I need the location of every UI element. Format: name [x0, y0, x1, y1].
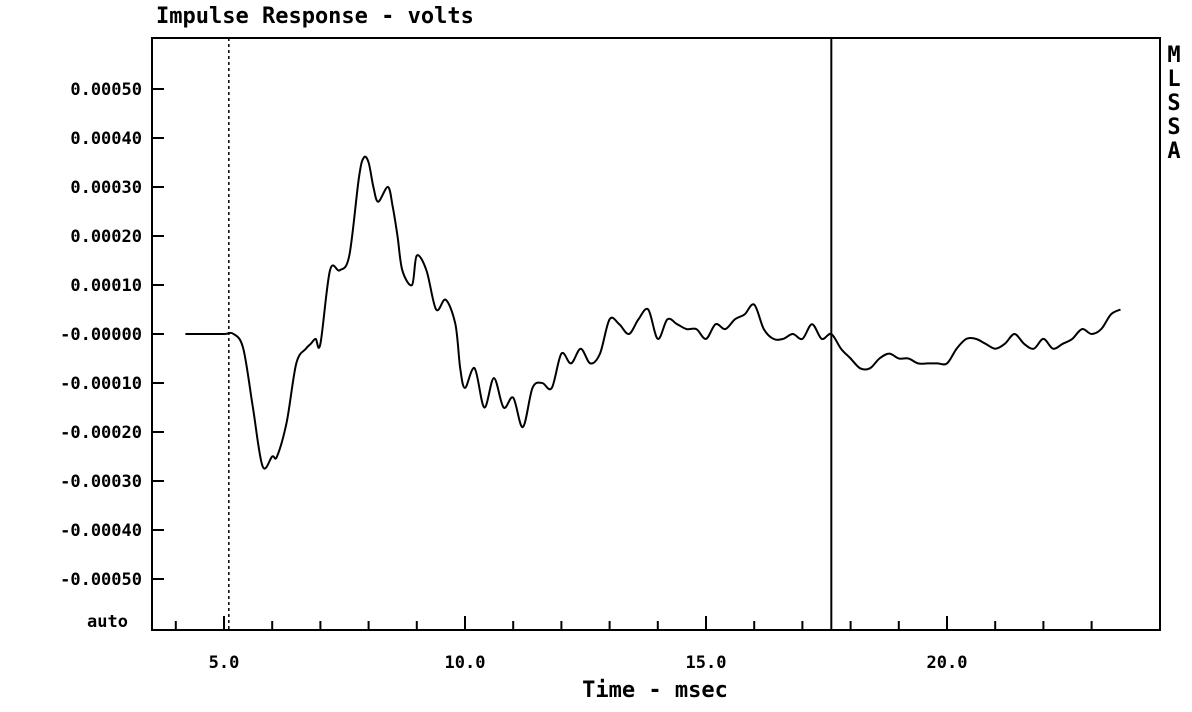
chart-title: Impulse Response - volts: [156, 4, 474, 29]
x-axis: 5.0 10.0 15.0 20.0: [174, 616, 1093, 673]
side-label-letter: M: [1167, 43, 1181, 68]
side-label-letter: S: [1167, 91, 1181, 116]
y-tick-label: 0.00020: [70, 227, 142, 247]
y-tick-label: 0.00040: [70, 129, 142, 149]
x-tick-label: 15.0: [686, 653, 727, 673]
side-label-letter: S: [1167, 115, 1181, 140]
x-tick-label: 5.0: [209, 653, 240, 673]
x-tick-label: 10.0: [445, 653, 486, 673]
y-tick-label: 0.00030: [70, 178, 142, 198]
impulse-response-line: [185, 155, 1121, 470]
x-tick-label: 20.0: [927, 653, 968, 673]
x-axis-label: Time - msec: [582, 678, 728, 703]
auto-label: auto: [87, 612, 128, 632]
y-axis: 0.00050 0.00040 0.00030 0.00020 0.00010 -0.00…: [60, 80, 164, 590]
y-tick-label: 0.00010: [70, 276, 142, 296]
y-tick-label: -0.00040: [60, 521, 142, 541]
side-label-letter: L: [1167, 67, 1181, 92]
y-tick-label: -0.00030: [60, 472, 142, 492]
cursor-markers: [228, 38, 833, 630]
y-tick-label: -0.00020: [60, 423, 142, 443]
y-tick-label: 0.00050: [70, 80, 142, 100]
y-tick-label: -0.00000: [60, 325, 142, 345]
side-label-letter: A: [1167, 139, 1181, 164]
y-tick-label: -0.00010: [60, 374, 142, 394]
y-tick-label: -0.00050: [60, 570, 142, 590]
